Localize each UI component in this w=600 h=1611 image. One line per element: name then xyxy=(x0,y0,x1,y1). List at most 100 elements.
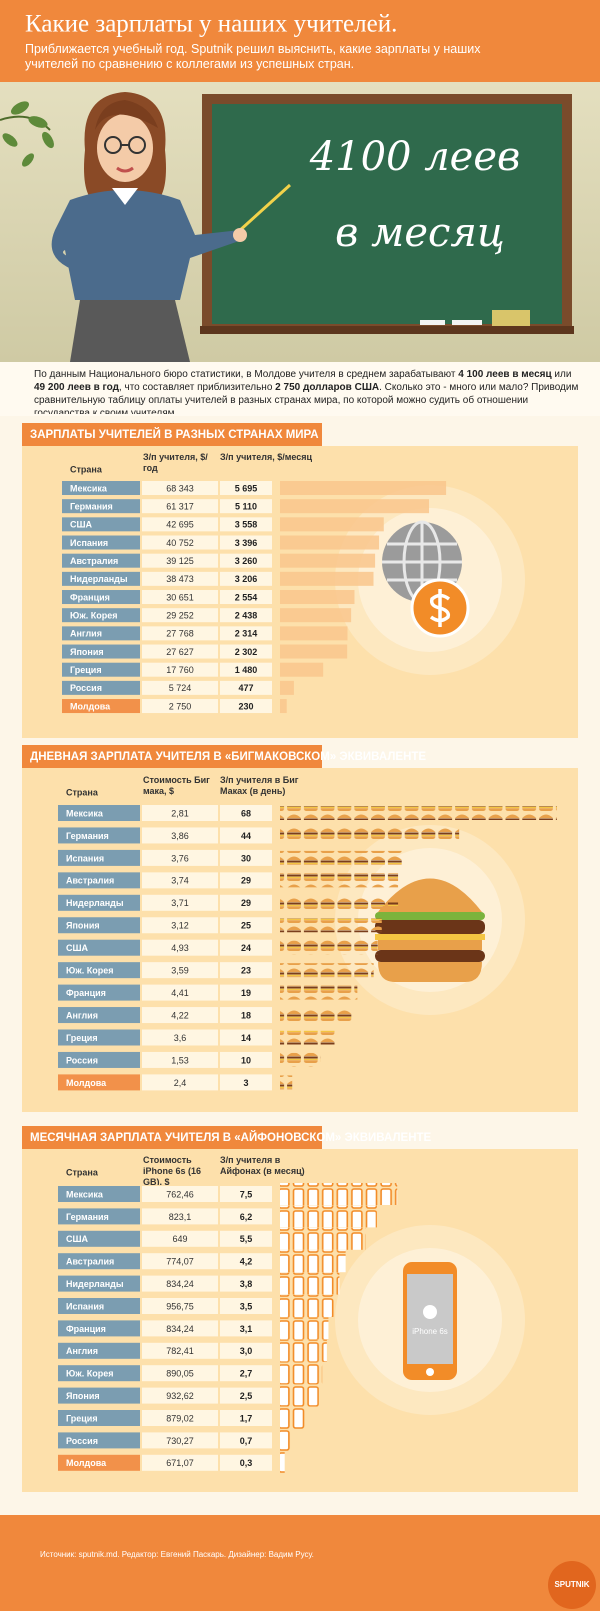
illustration: 4100 леев в месяц xyxy=(0,82,600,362)
country-cell xyxy=(58,917,140,934)
value-text: 27 627 xyxy=(166,647,194,657)
value-cell xyxy=(142,805,218,821)
value-text: 3,6 xyxy=(174,1033,187,1043)
value-text: 2 438 xyxy=(235,611,258,621)
value-cell xyxy=(142,917,218,934)
value-cell xyxy=(220,1320,272,1337)
country: Молдова xyxy=(66,1458,107,1468)
country-cell xyxy=(58,984,140,1001)
board xyxy=(212,104,562,324)
value-cell xyxy=(142,1253,218,1270)
country-cell xyxy=(58,1275,140,1292)
icon-bar xyxy=(280,806,557,820)
bar xyxy=(280,699,287,714)
value-text: 3,0 xyxy=(240,1346,253,1356)
value-cell xyxy=(220,680,272,695)
bar xyxy=(280,571,374,586)
value-text: 3,74 xyxy=(171,876,189,886)
icon-bar xyxy=(280,940,378,955)
country-cell xyxy=(62,535,140,550)
icon-bar xyxy=(280,1052,321,1067)
country-cell xyxy=(62,553,140,568)
country-cell xyxy=(58,1432,140,1449)
country: Мексика xyxy=(66,808,104,818)
country-cell xyxy=(62,499,140,514)
country: Австралия xyxy=(66,1257,114,1267)
country-cell xyxy=(58,1007,140,1024)
value-cell xyxy=(220,608,272,623)
intro-text: . Сколько это - много или мало? Приводим… xyxy=(34,382,579,414)
country: США xyxy=(66,1234,89,1244)
value-text: 0,7 xyxy=(240,1436,253,1446)
value-cell xyxy=(220,1342,272,1359)
country-cell xyxy=(62,590,140,605)
value-text: 774,07 xyxy=(166,1257,194,1267)
feature-icon: iPhone 6s xyxy=(335,1225,525,1415)
value-text: 23 xyxy=(241,966,251,976)
icon-label: iPhone 6s xyxy=(412,1327,448,1336)
value-text: 4,41 xyxy=(171,988,189,998)
value-cell xyxy=(220,517,272,532)
country-cell xyxy=(58,1230,140,1247)
value-text: 30 651 xyxy=(166,592,194,602)
country-cell xyxy=(58,1320,140,1337)
value-cell xyxy=(142,1208,218,1225)
icon-bar xyxy=(280,1317,329,1340)
icon-bar xyxy=(280,1227,366,1250)
country: Мексика xyxy=(70,483,108,493)
value-text: 10 xyxy=(241,1055,251,1065)
country-cell xyxy=(58,849,140,866)
country-cell xyxy=(58,1410,140,1426)
icon-bar xyxy=(280,1407,307,1429)
logo-badge xyxy=(548,1561,596,1609)
value-cell xyxy=(142,1454,218,1471)
intro-bold: 2 750 долларов США xyxy=(275,382,380,393)
country: Франция xyxy=(66,1324,106,1334)
value-text: 6,2 xyxy=(240,1212,253,1222)
country: Нидерланды xyxy=(66,1279,124,1289)
column-header-box: З/п учителя, $/месяц xyxy=(220,452,312,462)
icon-bar xyxy=(280,1205,377,1228)
eraser xyxy=(492,310,530,326)
bar xyxy=(280,535,380,550)
value-cell xyxy=(142,1029,218,1046)
bun-mid xyxy=(378,940,482,950)
value-cell xyxy=(142,1298,218,1314)
column-header: Страна xyxy=(70,464,103,474)
value-text: 30 xyxy=(241,853,251,863)
value-cell xyxy=(220,962,272,979)
value-text: 3,76 xyxy=(171,853,189,863)
column-header-text: З/п учителя в Биг Маках (в день) xyxy=(220,775,299,796)
column-header: З/п учителя, $/год xyxy=(143,452,218,474)
country-cell xyxy=(58,1253,140,1270)
feature-icon xyxy=(335,485,525,675)
value-text: 2 750 xyxy=(169,701,192,711)
section-title-band xyxy=(22,423,322,446)
intro-bold: 4 100 леев в месяц xyxy=(458,369,552,380)
country-cell xyxy=(58,1365,140,1382)
column-header: З/п учителя в Айфонах (в месяц) xyxy=(220,1155,315,1177)
country-cell xyxy=(62,699,140,714)
country: Греция xyxy=(66,1033,98,1043)
value-cell xyxy=(142,499,218,514)
value-text: 3,8 xyxy=(240,1279,253,1289)
value-text: 932,62 xyxy=(166,1391,194,1401)
value-text: 3,86 xyxy=(171,831,189,841)
icon-bar xyxy=(280,1362,323,1385)
value-text: 39 125 xyxy=(166,556,194,566)
country: Испания xyxy=(70,538,108,548)
country: Нидерланды xyxy=(70,574,128,584)
value-cell xyxy=(220,1051,272,1068)
lettuce xyxy=(375,912,485,920)
value-text: 3,5 xyxy=(240,1301,253,1311)
country: Германия xyxy=(66,1212,109,1222)
country-cell xyxy=(58,1298,140,1314)
country-cell xyxy=(62,662,140,677)
patty xyxy=(375,950,485,962)
value-text: 649 xyxy=(172,1234,187,1244)
column-header-box: З/п учителя в Айфонах (в месяц) xyxy=(220,1155,315,1177)
value-text: 230 xyxy=(238,701,253,711)
value-text: 3,12 xyxy=(171,921,189,931)
